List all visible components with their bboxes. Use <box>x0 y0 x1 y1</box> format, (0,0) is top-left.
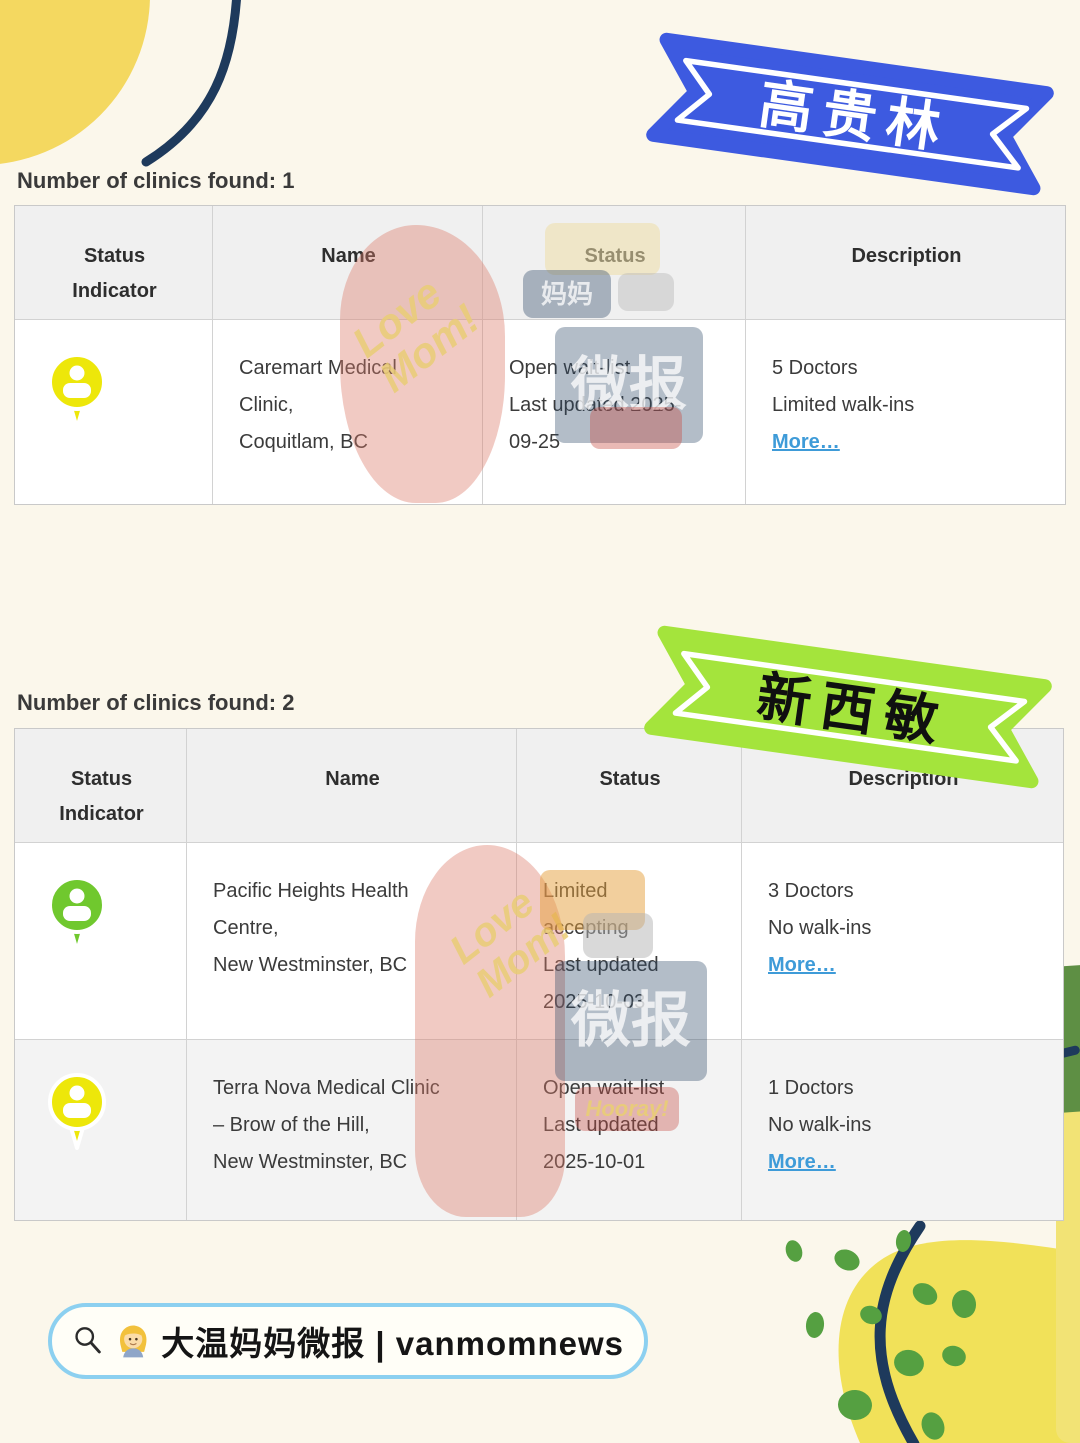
clinics-found-count-1: Number of clinics found: 1 <box>17 168 295 193</box>
map-pin-icon <box>48 876 106 953</box>
header-status-indicator: Status Indicator <box>15 729 187 842</box>
woman-emoji-icon <box>119 1325 147 1358</box>
table-header-row: Status Indicator Name Status Description <box>15 206 1065 320</box>
table-row: Pacific Heights Health Centre, New Westm… <box>15 843 1063 1040</box>
clinic-status-cell: Open wait-list Last updated 2025-10-01 <box>517 1040 742 1220</box>
table-row: Terra Nova Medical Clinic – Brow of the … <box>15 1040 1063 1220</box>
ribbon-shape <box>644 625 1052 789</box>
status-indicator-cell <box>15 320 213 504</box>
more-link[interactable]: More… <box>768 1151 836 1173</box>
ribbon-shape <box>646 32 1054 196</box>
header-status-indicator: Status Indicator <box>15 206 213 319</box>
more-link[interactable]: More… <box>772 431 840 453</box>
header-name: Name <box>187 729 517 842</box>
clinics-table-new-westminster: Status Indicator Name Status Description… <box>14 728 1064 1221</box>
clinic-status: Open wait-list Last updated 2025-10-01 <box>543 1077 665 1173</box>
brand-pill: 大温妈妈微报 | vanmomnews <box>48 1303 648 1379</box>
clinic-name-cell: Pacific Heights Health Centre, New Westm… <box>187 843 517 1039</box>
status-indicator-cell <box>15 1040 187 1220</box>
table-row: Caremart Medical Clinic, Coquitlam, BC O… <box>15 320 1065 504</box>
more-link[interactable]: More… <box>768 954 836 976</box>
clinic-name: Caremart Medical Clinic, Coquitlam, BC <box>239 357 397 453</box>
header-status: Status <box>483 206 746 319</box>
clinics-table-coquitlam: Status Indicator Name Status Description… <box>14 205 1066 505</box>
yellow-fruit-decoration <box>838 1240 1080 1443</box>
clinic-description: 5 Doctors Limited walk-ins <box>772 357 915 416</box>
clinic-status: Limited accepting Last updated 2025-10-0… <box>543 880 659 1013</box>
status-indicator-cell <box>15 843 187 1039</box>
clinic-description-cell: 5 Doctors Limited walk-ins More… <box>746 320 1065 504</box>
clinic-status-cell: Limited accepting Last updated 2025-10-0… <box>517 843 742 1039</box>
map-pin-icon <box>48 1073 106 1150</box>
header-status: Status <box>517 729 742 842</box>
clinic-status-cell: Open wait-list Last updated 2025- 09-25 <box>483 320 746 504</box>
clinic-description-cell: 3 Doctors No walk-ins More… <box>742 843 1063 1039</box>
clinics-found-count-2: Number of clinics found: 2 <box>17 690 295 715</box>
header-description: Description <box>851 245 962 267</box>
header-name: Name <box>213 206 483 319</box>
clinic-description: 1 Doctors No walk-ins <box>768 1077 872 1136</box>
banner-new-westminster: 新西敏 <box>642 624 1054 791</box>
brand-text: 大温妈妈微报 | vanmomnews <box>161 1325 624 1362</box>
clinic-name: Terra Nova Medical Clinic – Brow of the … <box>213 1077 440 1173</box>
clinic-description: 3 Doctors No walk-ins <box>768 880 872 939</box>
clinic-name-cell: Caremart Medical Clinic, Coquitlam, BC <box>213 320 483 504</box>
banner-coquitlam: 高贵林 <box>644 31 1056 198</box>
clinic-description-cell: 1 Doctors No walk-ins More… <box>742 1040 1063 1220</box>
magnifier-icon <box>75 1327 101 1354</box>
map-pin-icon <box>48 353 106 430</box>
clinic-status: Open wait-list Last updated 2025- 09-25 <box>509 357 682 453</box>
clinic-name: Pacific Heights Health Centre, New Westm… <box>213 880 409 976</box>
clinic-name-cell: Terra Nova Medical Clinic – Brow of the … <box>187 1040 517 1220</box>
navy-arc-decoration <box>141 0 241 167</box>
